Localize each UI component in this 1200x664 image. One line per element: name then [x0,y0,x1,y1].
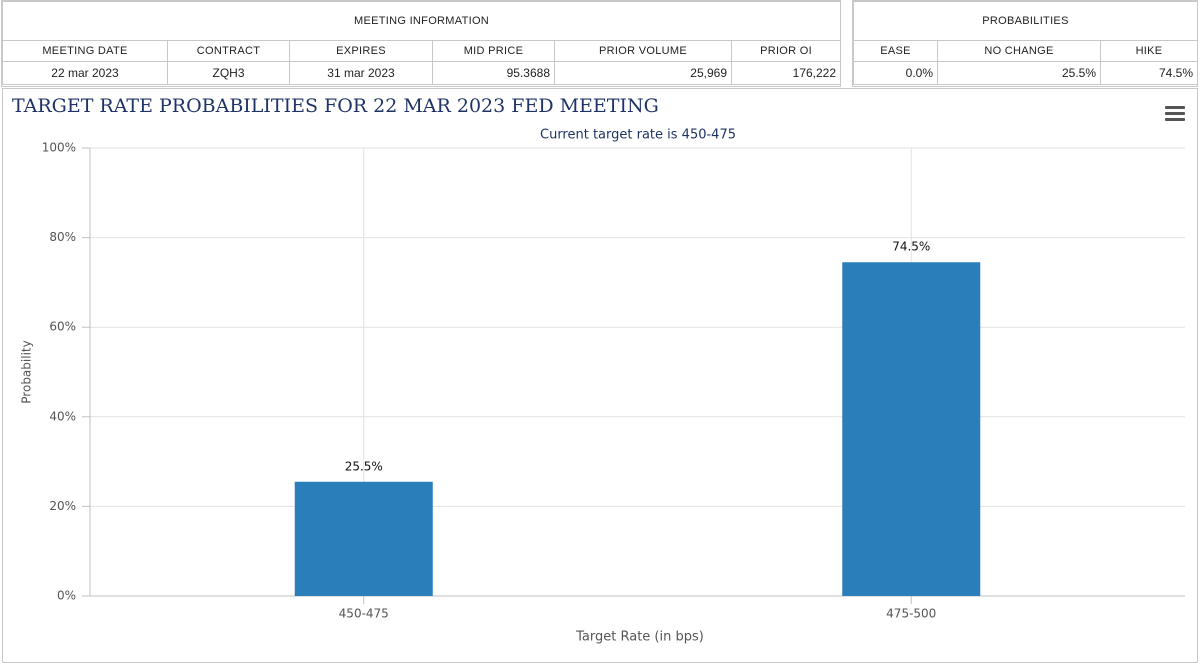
column-header: EXPIRES [289,40,433,62]
menu-bar [1165,106,1185,109]
chart-frame [2,88,1198,663]
meeting-information-box: MEETING INFORMATION MEETING DATE CONTRACT E… [1,0,842,87]
column-header: MID PRICE [432,40,555,62]
column-header: HIKE [1100,40,1198,62]
column-header: PRIOR VOLUME [554,40,732,62]
cell: 176,222 [730,61,842,85]
chart-title: TARGET RATE PROBABILITIES FOR 22 MAR 202… [12,95,659,117]
data-row: 0.0% 25.5% 74.5% [853,61,1198,85]
y-tick-label: 0% [57,589,76,603]
menu-bar [1165,112,1185,115]
y-tick-label: 80% [49,230,76,244]
cell: ZQH3 [167,61,290,85]
column-header: MEETING DATE [2,40,168,62]
cell: 0.0% [853,61,938,85]
cell: 95.3688 [432,61,555,85]
cell: 22 mar 2023 [2,61,168,85]
probabilities-table: PROBABILITIES EASE NO CHANGE HIKE 0.0% 25.5% 7… [853,1,1198,85]
title-row: MEETING INFORMATION [1,1,842,41]
cell: 74.5% [1100,61,1198,85]
x-axis-label: Target Rate (in bps) [575,630,704,645]
column-header: NO CHANGE [937,40,1101,62]
chart-subtitle: Current target rate is 450-475 [540,128,736,143]
menu-icon[interactable] [1165,106,1185,121]
y-tick-label: 20% [49,499,76,513]
x-tick-label: 475-500 [886,607,936,621]
cell: 31 mar 2023 [289,61,433,85]
y-tick-label: 100% [42,141,76,155]
menu-bar [1165,118,1185,121]
probabilities-box: PROBABILITIES EASE NO CHANGE HIKE 0.0% 25.5% 7… [852,0,1198,87]
table-title: MEETING INFORMATION [1,1,842,41]
data-row: 22 mar 2023 ZQH3 31 mar 2023 95.3688 25,969 1… [2,61,842,85]
title-row: PROBABILITIES [853,1,1198,41]
bar [842,262,981,596]
meeting-information-table: MEETING INFORMATION MEETING DATE CONTRACT E… [1,1,842,85]
bar [294,481,433,596]
chart: TARGET RATE PROBABILITIES FOR 22 MAR 202… [2,88,1198,663]
table-title: PROBABILITIES [853,1,1198,41]
column-header: EASE [853,40,938,62]
x-tick-label: 450-475 [339,607,389,621]
cell: 25.5% [937,61,1101,85]
cell: 25,969 [554,61,732,85]
column-header: CONTRACT [167,40,290,62]
header-row: EASE NO CHANGE HIKE [853,40,1198,62]
y-axis-label: Probability [20,340,34,403]
y-tick-label: 40% [49,409,76,423]
data-label: 25.5% [345,459,383,473]
header-row: MEETING DATE CONTRACT EXPIRES MID PRICE PRIO… [2,40,842,62]
y-tick-label: 60% [49,320,76,334]
data-label: 74.5% [892,240,930,254]
column-header: PRIOR OI [730,40,842,62]
